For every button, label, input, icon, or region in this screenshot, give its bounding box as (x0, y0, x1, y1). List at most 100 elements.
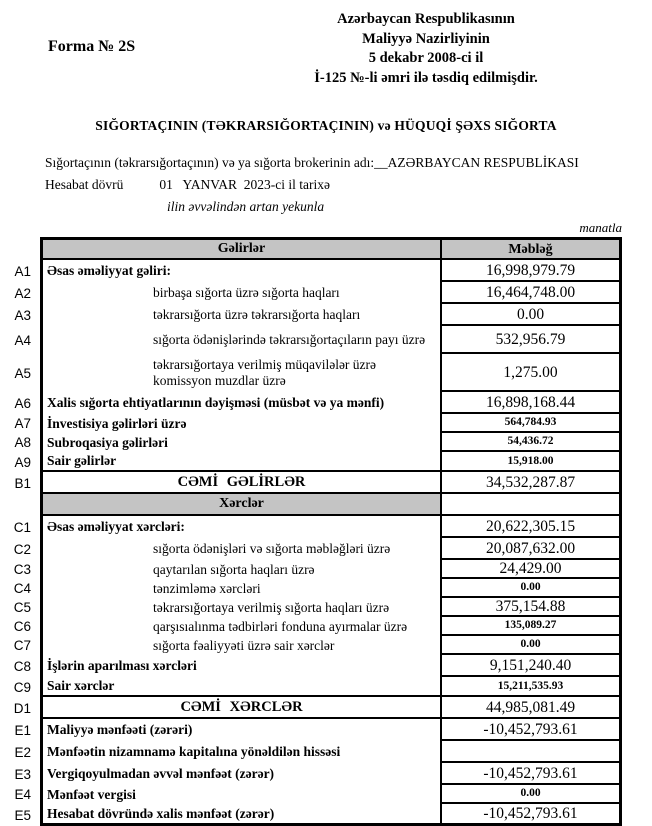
row-code: C6 (13, 619, 31, 634)
row-value: 0.00 (442, 304, 622, 326)
row-value: 375,154.88 (442, 598, 622, 617)
row-label: Subroqasiya gəlirləri (40, 433, 442, 452)
table-row: E4 Mənfəət vergisi 0.00 (0, 785, 652, 804)
approval-line: Maliyyə Nazirliyinin (362, 30, 490, 47)
row-code: C9 (13, 679, 31, 695)
report-page: Forma № 2S Azərbaycan Respublikasının Ma… (0, 8, 652, 826)
row-label: birbaşa sığorta üzrə sığorta haqları (40, 282, 442, 304)
report-period-label: Hesabat dövrü (45, 177, 124, 192)
row-label: Mənfəət vergisi (40, 785, 442, 804)
row-label: qaytarılan sığorta haqları üzrə (40, 560, 442, 579)
row-label: sığorta fəaliyyəti üzrə sair xərclər (40, 636, 442, 655)
report-info: Sığortaçının (təkrarsığortaçının) və ya … (45, 152, 652, 218)
page-header: Forma № 2S Azərbaycan Respublikasının Ma… (0, 8, 652, 88)
row-value: 20,087,632.00 (442, 538, 622, 560)
table-row: A2 birbaşa sığorta üzrə sığorta haqları … (0, 282, 652, 304)
row-value: 16,464,748.00 (442, 282, 622, 304)
table-row: A7 İnvestisiya gəlirləri üzrə 564,784.93 (0, 414, 652, 433)
report-period-line: Hesabat dövrü 01 YANVAR 2023-ci il tarix… (45, 174, 652, 196)
expenses-section-row: Xərclər (0, 494, 652, 516)
row-value: 54,436.72 (442, 433, 622, 452)
row-label: Əsas əməliyyat xərcləri: (40, 516, 442, 538)
row-code (0, 494, 40, 516)
row-value: 564,784.93 (442, 414, 622, 433)
row-value: 1,275.00 (442, 354, 622, 392)
row-value: 532,956.79 (442, 326, 622, 354)
row-code: E5 (14, 807, 31, 823)
insurer-name-line: Sığortaçının (təkrarsığortaçının) və ya … (45, 155, 579, 170)
row-label: təkrarsığortaya verilmiş müqavilələr üzr… (40, 354, 442, 392)
row-code: E1 (14, 722, 31, 738)
report-table: Gəlirlər Məbləğ A1 Əsas əməliyyat gəliri… (0, 237, 652, 826)
amount-header: Məbləğ (442, 237, 622, 260)
row-code: C2 (13, 541, 31, 557)
row-code: A3 (14, 307, 31, 323)
expenses-header: Xərclər (40, 494, 442, 516)
row-code: E2 (14, 744, 31, 760)
row-label: CƏMİ GƏLİRLƏR (40, 472, 442, 494)
table-row: C6 qarşısıalınma tədbirləri fonduna ayır… (0, 617, 652, 636)
row-value: -10,452,793.61 (442, 804, 622, 826)
row-code: C5 (13, 600, 31, 615)
table-row: A3 təkrarsığorta üzrə təkrarsığorta haql… (0, 304, 652, 326)
row-code: A1 (14, 263, 31, 279)
row-value: 24,429.00 (442, 560, 622, 579)
row-code: D1 (13, 700, 31, 716)
row-value: 15,918.00 (442, 452, 622, 472)
row-value: 0.00 (442, 785, 622, 804)
row-label: Vergiqoyulmadan əvvəl mənfəət (zərər) (40, 763, 442, 785)
table-row: C9 Sair xərclər 15,211,535.93 (0, 677, 652, 697)
row-code: C8 (13, 658, 31, 674)
row-code: A8 (14, 435, 31, 450)
income-header: Gəlirlər (40, 237, 442, 260)
approval-block: Azərbaycan Respublikasının Maliyyə Nazir… (200, 8, 652, 88)
table-row: E5 Hesabat dövründə xalis mənfəət (zərər… (0, 804, 652, 826)
table-row: C7 sığorta fəaliyyəti üzrə sair xərclər … (0, 636, 652, 655)
row-label: sığorta ödənişlərində təkrarsığortaçılar… (40, 326, 442, 354)
row-value: 0.00 (442, 579, 622, 598)
row-label: Maliyyə mənfəəti (zərəri) (40, 719, 442, 741)
row-label: Sair gəlirlər (40, 452, 442, 472)
form-number: Forma № 2S (48, 38, 136, 55)
row-code: C7 (13, 638, 31, 653)
table-row: A8 Subroqasiya gəlirləri 54,436.72 (0, 433, 652, 452)
row-value: 15,211,535.93 (442, 677, 622, 697)
row-code (0, 237, 40, 260)
row-label: İşlərin aparılması xərcləri (40, 655, 442, 677)
total-income-row: B1 CƏMİ GƏLİRLƏR 34,532,287.87 (0, 472, 652, 494)
row-value: -10,452,793.61 (442, 719, 622, 741)
row-code: E3 (14, 766, 31, 782)
row-value: 34,532,287.87 (442, 472, 622, 494)
row-value: 0.00 (442, 636, 622, 655)
cumulative-note: ilin əvvəlindən artan yekunla (167, 199, 325, 214)
table-header-row: Gəlirlər Məbləğ (0, 237, 652, 260)
row-code: B1 (14, 475, 31, 491)
approval-line: Azərbaycan Respublikasının (337, 11, 515, 27)
row-value: 16,998,979.79 (442, 260, 622, 282)
row-code: A7 (14, 416, 31, 431)
table-row: E2 Mənfəətin nizamnamə kapitalına yönəld… (0, 741, 652, 763)
row-label: Əsas əməliyyat gəliri: (40, 260, 442, 282)
row-value (442, 494, 622, 516)
row-code: A2 (14, 285, 31, 301)
row-code: A5 (14, 365, 31, 381)
row-label: Mənfəətin nizamnamə kapitalına yönəldilə… (40, 741, 442, 763)
row-value: 135,089.27 (442, 617, 622, 636)
row-code: C3 (13, 562, 31, 577)
total-expenses-row: D1 CƏMİ XƏRCLƏR 44,985,081.49 (0, 697, 652, 719)
row-value (442, 741, 622, 763)
row-label: təkrarsığorta üzrə təkrarsığorta haqları (40, 304, 442, 326)
report-period-value: 01 YANVAR 2023-ci il tarixə (159, 177, 330, 192)
table-row: A6 Xalis sığorta ehtiyatlarının dəyişməs… (0, 392, 652, 414)
row-value: 20,622,305.15 (442, 516, 622, 538)
row-code: C1 (13, 519, 31, 535)
document-title: SIĞORTAÇININ (TƏKRARSIĞORTAÇININ) və HÜQ… (95, 118, 557, 133)
table-row: C5 təkrarsığortaya verilmiş sığorta haql… (0, 598, 652, 617)
row-code: A9 (14, 454, 31, 470)
approval-line: İ-125 №-li əmri ilə təsdiq edilmişdir. (314, 69, 538, 86)
row-label: CƏMİ XƏRCLƏR (40, 697, 442, 719)
row-label: tənzimləmə xərcləri (40, 579, 442, 598)
row-label: Xalis sığorta ehtiyatlarının dəyişməsi (… (40, 392, 442, 414)
table-row: C2 sığorta ödənişləri və sığorta məbləğl… (0, 538, 652, 560)
row-code: A6 (14, 395, 31, 411)
